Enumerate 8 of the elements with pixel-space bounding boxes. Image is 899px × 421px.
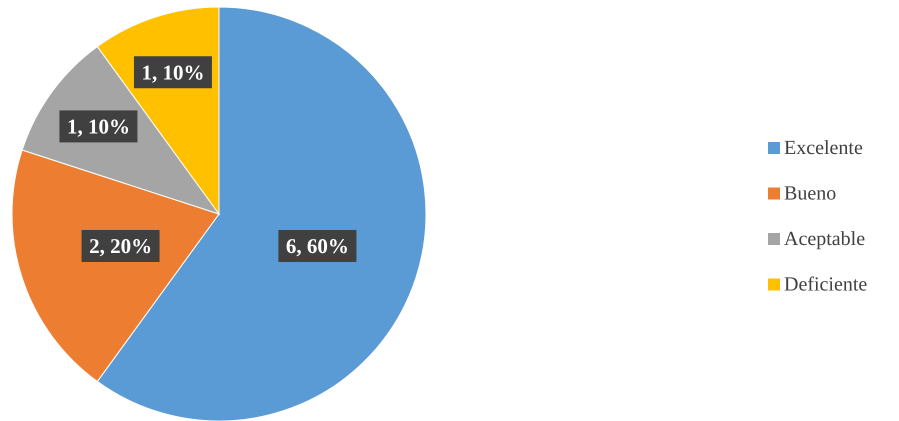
data-label: 1, 10% bbox=[141, 60, 204, 84]
data-label: 1, 10% bbox=[66, 114, 130, 138]
legend-label: Deficiente bbox=[784, 274, 868, 296]
legend-label: Bueno bbox=[784, 182, 836, 204]
legend-label: Aceptable bbox=[784, 228, 866, 250]
data-label: 2, 20% bbox=[89, 234, 152, 258]
data-label: 6, 60% bbox=[286, 234, 349, 258]
legend-label: Excelente bbox=[784, 137, 863, 159]
